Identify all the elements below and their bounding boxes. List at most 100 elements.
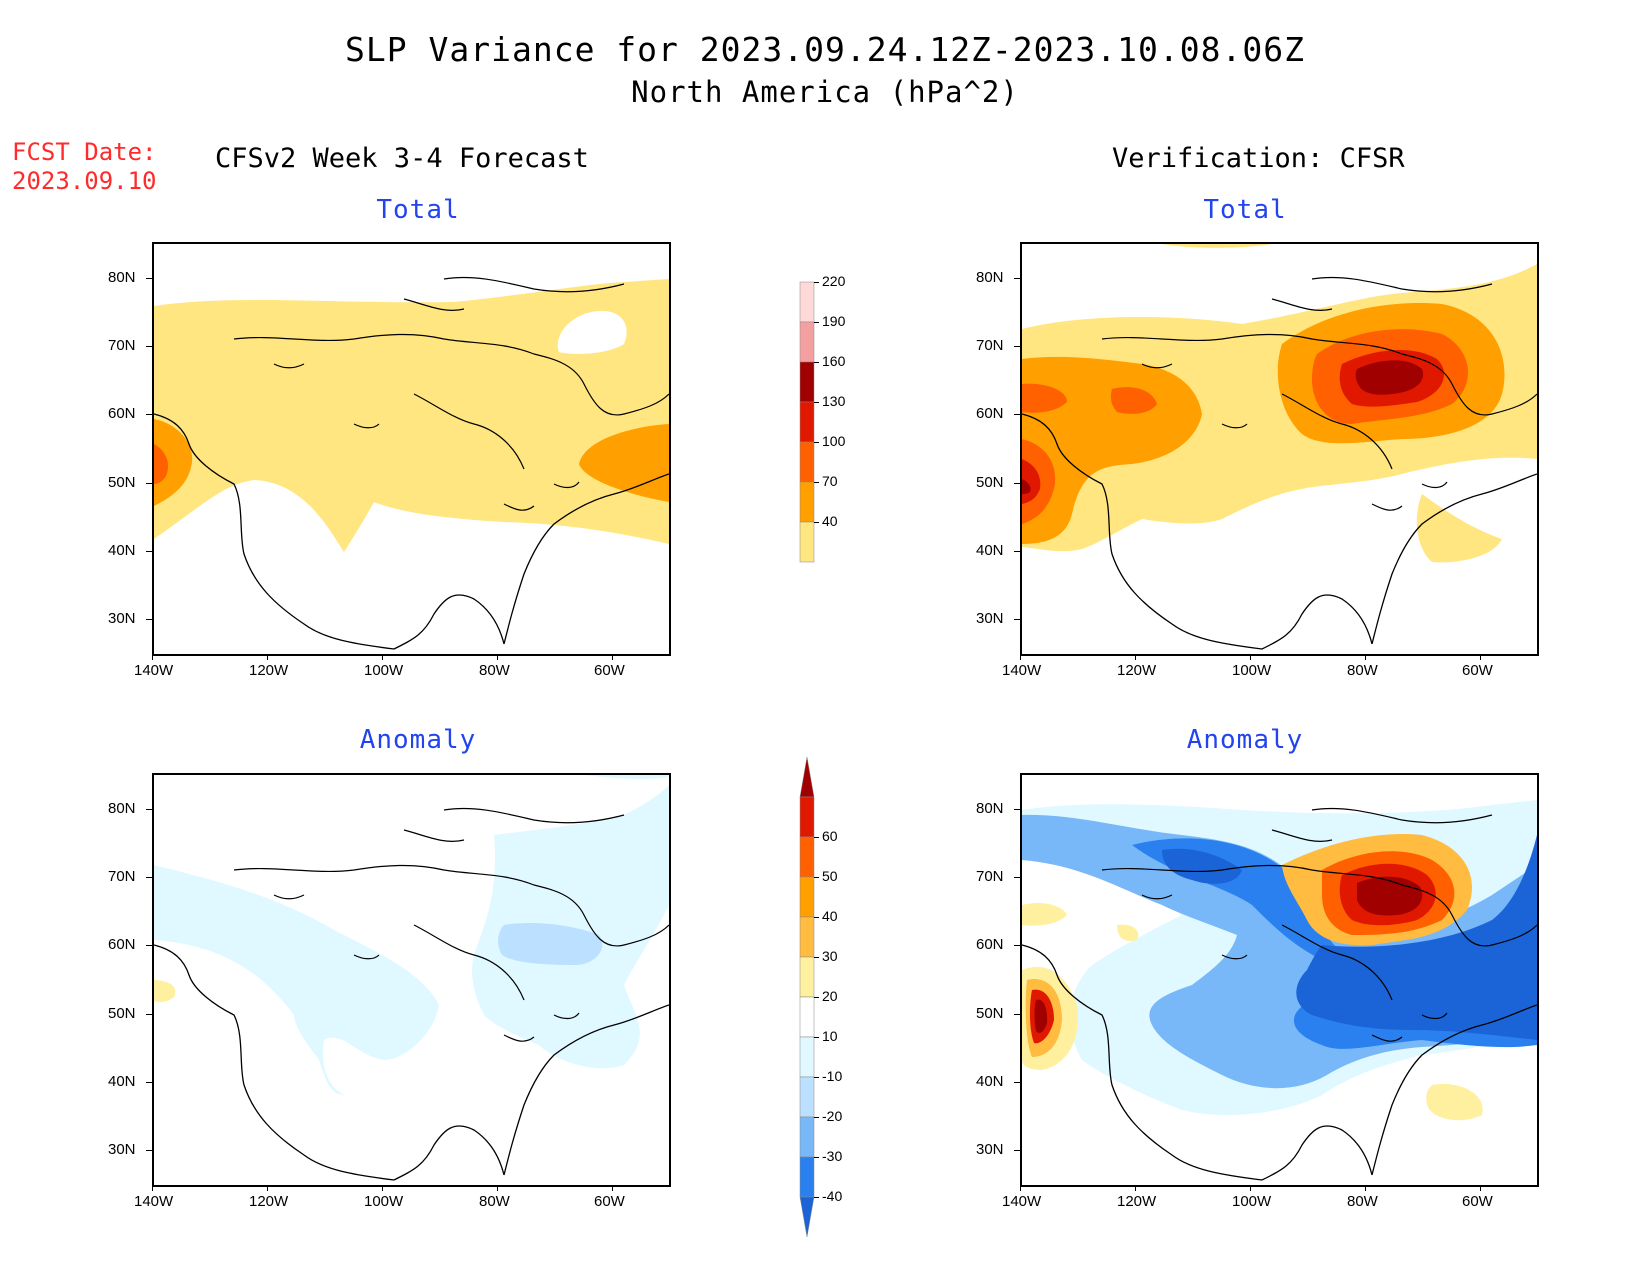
lat-tick-label: 40N [976,542,1004,559]
lon-tick-label: 120W [249,1193,289,1210]
subtitle: North America (hPa^2) [631,75,1019,109]
field-forecast-anomaly [154,775,669,1095]
lat-tick-label: 60N [108,405,136,422]
verification-column-title: Verification: CFSR [1112,143,1405,174]
lon-tick-mark [1250,654,1251,660]
colorbar-tick [814,482,819,483]
colorbar-level-label: 40 [822,908,838,924]
lon-tick-label: 80W [479,662,510,679]
lat-tick-mark [146,945,152,946]
colorbar-tick [814,877,819,878]
lat-tick-mark [146,278,152,279]
colorbar-tick [814,362,819,363]
lat-tick-label: 80N [108,269,136,286]
colorbar-level-label: 220 [822,273,846,289]
lat-tick-mark [146,414,152,415]
lat-tick-mark [1014,346,1020,347]
lon-tick-mark [1365,1185,1366,1191]
lon-tick-mark [382,1185,383,1191]
lon-tick-mark [1135,1185,1136,1191]
colorbar-swatch [799,796,815,838]
lat-tick-label: 50N [108,474,136,491]
colorbar-tick [814,997,819,998]
lat-tick-mark [146,483,152,484]
lat-tick-label: 30N [976,610,1004,627]
panel-title-forecast-total: Total [376,195,460,225]
colorbar-tick [814,442,819,443]
forecast-column-title: CFSv2 Week 3-4 Forecast [215,143,589,174]
colorbar-swatch [799,876,815,918]
colorbar-level-label: -10 [822,1068,843,1084]
colorbar-swatch [799,756,815,798]
lat-tick-mark [1014,483,1020,484]
lat-tick-mark [1014,414,1020,415]
lat-tick-label: 50N [976,474,1004,491]
lat-tick-mark [1014,1082,1020,1083]
panel-title-verification-total: Total [1203,195,1287,225]
lon-tick-mark [267,1185,268,1191]
colorbar-swatch [799,996,815,1038]
lon-tick-mark [1135,654,1136,660]
colorbar-swatch [799,1196,815,1238]
lat-tick-mark [1014,551,1020,552]
lon-tick-mark [497,654,498,660]
colorbar-swatch [799,1076,815,1118]
lon-tick-label: 60W [1462,1193,1493,1210]
colorbar-level-label: 20 [822,988,838,1004]
colorbar-swatch [799,1156,815,1198]
lon-tick-mark [382,654,383,660]
field-verification-total [1022,244,1537,563]
colorbar-tick [814,917,819,918]
colorbar-swatch [799,401,815,443]
lat-tick-mark [146,551,152,552]
lon-tick-label: 80W [1347,662,1378,679]
lat-tick-mark [146,877,152,878]
colorbar-level-label: 10 [822,1028,838,1044]
lon-tick-label: 60W [594,1193,625,1210]
lon-tick-mark [1020,654,1021,660]
lon-tick-label: 120W [249,662,289,679]
coastline-forecast-anomaly [154,807,669,1181]
lon-tick-label: 100W [364,1193,404,1210]
forecast-date-label: FCST Date: [12,138,157,166]
lon-tick-mark [1480,1185,1481,1191]
colorbar-swatch [799,916,815,958]
lat-tick-mark [146,809,152,810]
lat-tick-mark [1014,1014,1020,1015]
coastline-verification-anomaly [1022,807,1537,1181]
lat-tick-label: 70N [108,337,136,354]
lat-tick-label: 80N [108,800,136,817]
colorbar-level-label: -40 [822,1188,843,1204]
lat-tick-mark [146,1150,152,1151]
lat-tick-mark [1014,1150,1020,1151]
forecast-date: FCST Date: 2023.09.10 [12,138,157,196]
lon-tick-mark [497,1185,498,1191]
lon-tick-label: 100W [364,662,404,679]
lon-tick-mark [1250,1185,1251,1191]
lat-tick-label: 40N [108,1073,136,1090]
colorbar-swatch [799,441,815,483]
lon-tick-label: 140W [134,662,174,679]
coastline-verification-total [1022,276,1537,650]
colorbar-tick [814,522,819,523]
panel-title-forecast-anomaly: Anomaly [359,725,477,755]
colorbar-level-label: 30 [822,948,838,964]
lon-tick-label: 100W [1232,1193,1272,1210]
lat-tick-label: 30N [108,610,136,627]
lat-tick-label: 30N [976,1141,1004,1158]
lat-tick-label: 30N [108,1141,136,1158]
colorbar-swatch [799,1116,815,1158]
lon-tick-label: 120W [1117,1193,1157,1210]
lon-tick-mark [1020,1185,1021,1191]
lon-tick-label: 100W [1232,662,1272,679]
lon-tick-label: 140W [134,1193,174,1210]
colorbar-tick [814,1117,819,1118]
map-forecast-total [152,242,671,656]
coastline-forecast-total [154,276,669,650]
lat-tick-label: 50N [108,1005,136,1022]
map-verification-total [1020,242,1539,656]
lat-tick-mark [1014,945,1020,946]
colorbar-graphic [799,756,815,1238]
colorbar-tick [814,1077,819,1078]
lat-tick-mark [146,346,152,347]
